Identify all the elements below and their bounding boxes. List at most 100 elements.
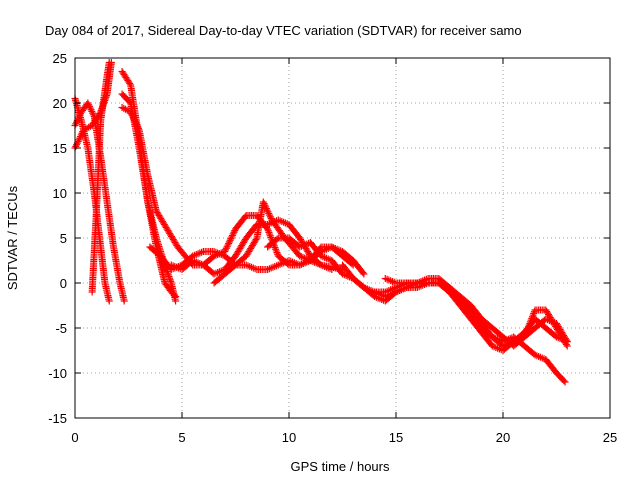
- y-tick-label: 15: [53, 141, 67, 156]
- data-point-marker: [73, 141, 81, 149]
- data-point-marker: [128, 111, 136, 119]
- data-point-marker: [267, 233, 275, 241]
- y-tick-label: 10: [53, 186, 67, 201]
- data-point-marker: [131, 118, 139, 126]
- y-tick-label: 0: [60, 276, 67, 291]
- data-point-marker: [130, 115, 138, 123]
- y-tick-label: -5: [55, 321, 67, 336]
- y-tick-label: -15: [48, 411, 67, 426]
- data-point-marker: [266, 211, 274, 219]
- y-tick-label: 25: [53, 51, 67, 66]
- data-point-marker: [225, 239, 233, 247]
- data-point-marker: [105, 297, 113, 305]
- data-point-marker: [264, 208, 272, 216]
- data-point-marker: [76, 133, 84, 141]
- data-point-marker: [230, 228, 238, 236]
- data-point-marker: [262, 203, 270, 211]
- data-point-marker: [222, 246, 230, 254]
- data-point-marker: [252, 236, 260, 243]
- data-point-marker: [260, 200, 268, 208]
- data-point-marker: [259, 198, 267, 206]
- grid-lines: [75, 58, 610, 418]
- data-point-marker: [271, 244, 279, 252]
- data-point-marker: [222, 244, 230, 252]
- data-point-marker: [86, 104, 94, 112]
- data-point-marker: [273, 235, 281, 243]
- data-point-marker: [224, 241, 232, 249]
- data-point-marker: [170, 291, 178, 299]
- data-point-marker: [562, 341, 570, 348]
- x-tick-label: 25: [603, 430, 617, 445]
- data-point-marker: [131, 116, 139, 124]
- y-axis-label: SDTVAR / TECUs: [5, 185, 20, 290]
- data-point-marker: [228, 231, 236, 239]
- data-point-marker: [126, 80, 134, 87]
- data-point-marker: [228, 233, 236, 241]
- data-point-marker: [105, 59, 113, 66]
- y-tick-label: -10: [48, 366, 67, 381]
- data-point-marker: [360, 270, 368, 278]
- data-point-marker: [134, 124, 142, 132]
- data-point-marker: [272, 247, 280, 255]
- data-point-marker: [129, 113, 137, 121]
- data-point-marker: [227, 235, 235, 243]
- data-point-marker: [265, 209, 273, 217]
- data-point-marker: [134, 123, 142, 131]
- data-point-marker: [85, 101, 93, 109]
- x-tick-label: 20: [496, 430, 510, 445]
- data-series: [71, 59, 571, 386]
- x-tick-label: 10: [282, 430, 296, 445]
- data-point-marker: [225, 238, 233, 246]
- data-point-marker: [72, 120, 80, 128]
- chart-title: Day 084 of 2017, Sidereal Day-to-day VTE…: [45, 23, 522, 38]
- data-point-marker: [132, 119, 140, 127]
- data-point-marker: [127, 110, 135, 118]
- data-point-marker: [229, 230, 237, 238]
- data-point-marker: [561, 378, 569, 386]
- data-point-marker: [297, 253, 305, 261]
- data-point-marker: [84, 99, 92, 107]
- data-point-marker: [272, 245, 280, 253]
- data-point-marker: [263, 206, 271, 214]
- data-point-marker: [530, 309, 538, 317]
- data-point-marker: [127, 108, 135, 116]
- data-point-marker: [264, 227, 272, 235]
- data-point-marker: [262, 205, 270, 213]
- data-point-marker: [266, 213, 274, 221]
- data-point-marker: [230, 262, 238, 270]
- data-point-marker: [89, 109, 97, 117]
- data-point-marker: [328, 266, 336, 273]
- data-point-marker: [273, 249, 281, 257]
- x-axis-label: GPS time / hours: [291, 459, 390, 474]
- data-point-marker: [125, 98, 133, 106]
- data-point-marker: [73, 118, 81, 126]
- data-point-marker: [226, 236, 234, 244]
- data-point-marker: [85, 102, 93, 110]
- data-point-marker: [223, 243, 231, 251]
- data-point-marker: [296, 252, 304, 260]
- data-point-marker: [172, 293, 180, 300]
- data-point-marker: [120, 297, 128, 305]
- data-point-marker: [560, 377, 568, 385]
- data-point-marker: [299, 253, 307, 261]
- data-point-marker: [75, 136, 83, 144]
- data-point-marker: [529, 311, 537, 319]
- data-point-marker: [265, 228, 273, 236]
- data-point-marker: [74, 137, 82, 145]
- x-tick-label: 15: [389, 430, 403, 445]
- x-tick-label: 0: [71, 430, 78, 445]
- series-track-j: [210, 243, 368, 287]
- x-tick-label: 5: [178, 430, 185, 445]
- data-point-marker: [88, 107, 96, 115]
- data-point-marker: [563, 338, 571, 345]
- data-point-marker: [133, 121, 141, 129]
- series-track-d: [88, 59, 113, 296]
- series-track-i: [167, 216, 336, 278]
- data-point-marker: [261, 201, 269, 209]
- data-point-marker: [87, 106, 95, 114]
- data-point-marker: [359, 269, 367, 277]
- data-point-marker: [76, 134, 84, 142]
- y-tick-label: 5: [60, 231, 67, 246]
- axis-ticks: 0 5 10 15 20 25 -15 -10 -5 0 5 10 15 20 25: [48, 51, 617, 445]
